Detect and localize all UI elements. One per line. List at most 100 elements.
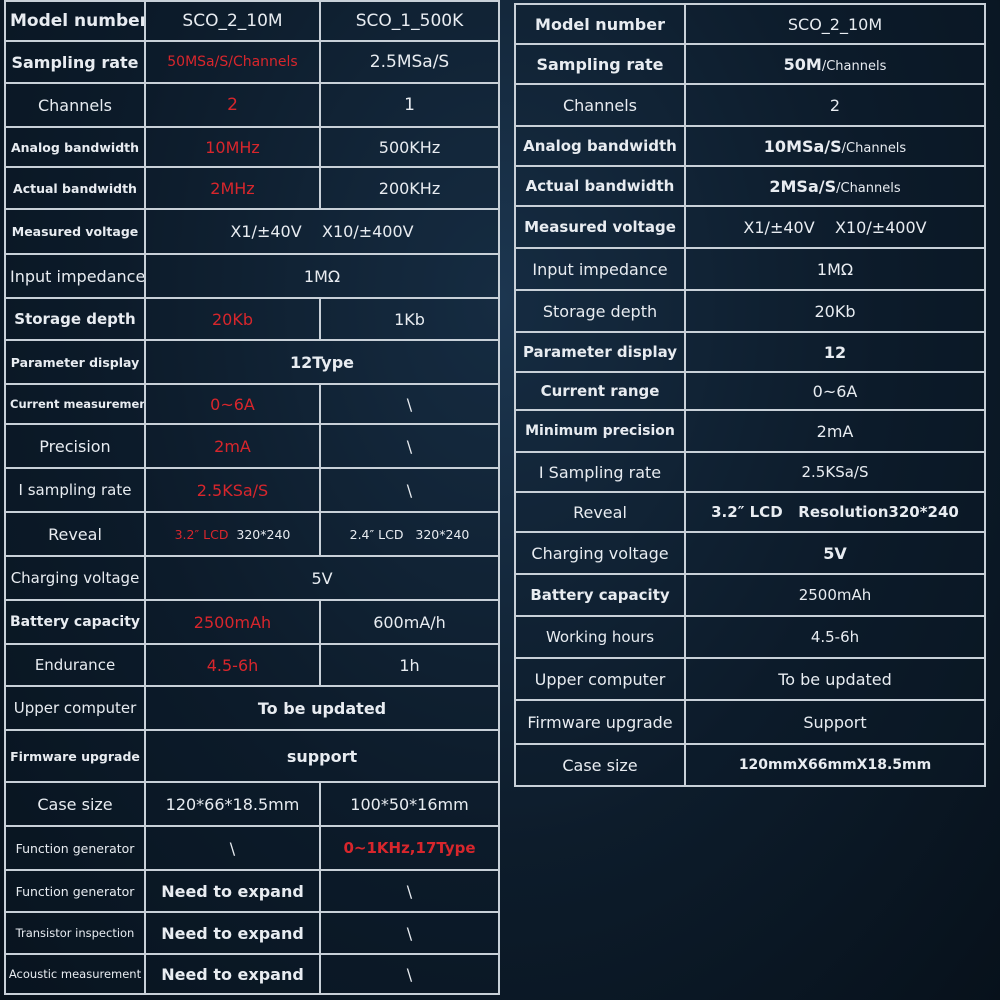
row-label: Upper computer	[514, 657, 686, 701]
row-label: Channels	[514, 83, 686, 127]
sco-2-10m-value: 4.5-6h	[144, 643, 321, 687]
table-row: Channels 2 1	[4, 82, 500, 128]
sco-1-500k-value: 100*50*16mm	[319, 781, 500, 827]
firmware-upgrade-value: support	[144, 729, 500, 783]
row-label: Firmware upgrade	[514, 699, 686, 745]
sco-1-500k-value: SCO_1_500K	[319, 0, 500, 42]
sco-1-500k-value: 2.5MSa/S	[319, 40, 500, 84]
value-unit: /Channels	[821, 58, 887, 74]
value-main: 2MSa/S	[769, 176, 837, 196]
table-row: Precision 2mA \	[4, 423, 500, 469]
row-label: Analog bandwidth	[4, 126, 146, 168]
row-label: Input impedance	[4, 253, 146, 299]
sco-1-500k-value: \	[319, 869, 500, 913]
row-label: Measured voltage	[4, 208, 146, 255]
table-row: I Sampling rate 2.5KSa/S	[514, 451, 986, 493]
table-row: Current measurement 0~6A \	[4, 383, 500, 425]
row-value: X1/±40V X10/±400V	[684, 205, 986, 249]
spec-table-left: Model number SCO_2_10M SCO_1_500K Sampli…	[4, 0, 500, 995]
table-row: Sampling rate 50MSa/S/Channels 2.5MSa/S	[4, 40, 500, 84]
sco-1-500k-value: \	[319, 467, 500, 513]
sco-2-10m-value: 0~6A	[144, 383, 321, 425]
sco-1-500k-value: 1Kb	[319, 297, 500, 341]
row-label: Minimum precision	[514, 409, 686, 453]
table-row: Input impedance 1MΩ	[4, 253, 500, 299]
sco-1-500k-value: 1h	[319, 643, 500, 687]
row-label: Storage depth	[4, 297, 146, 341]
row-label: Endurance	[4, 643, 146, 687]
row-value: 3.2″ LCD Resolution320*240	[684, 491, 986, 533]
row-value: 2	[684, 83, 986, 127]
upper-computer-value: To be updated	[144, 685, 500, 731]
value-main: 50M	[783, 54, 822, 74]
row-label: Sampling rate	[514, 43, 686, 85]
row-value: 2MSa/S/Channels	[684, 165, 986, 207]
row-label: Precision	[4, 423, 146, 469]
table-row: Function generator \ 0~1KHz,17Type	[4, 825, 500, 871]
sco-2-10m-value: 120*66*18.5mm	[144, 781, 321, 827]
row-label: Charging voltage	[4, 555, 146, 601]
row-label: I Sampling rate	[514, 451, 686, 493]
row-value: Support	[684, 699, 986, 745]
value-unit: /Channels	[836, 180, 901, 196]
table-row: Parameter display 12Type	[4, 339, 500, 385]
table-row: Parameter display 12	[514, 331, 986, 373]
table-row: Current range 0~6A	[514, 371, 986, 411]
table-row: Charging voltage 5V	[514, 531, 986, 575]
sco-1-500k-value: 2.4″ LCD 320*240	[319, 511, 500, 557]
sco-2-10m-value: \	[144, 825, 321, 871]
table-row: Input impedance 1MΩ	[514, 247, 986, 291]
sco-1-500k-value: \	[319, 423, 500, 469]
row-label: Analog bandwidth	[514, 125, 686, 167]
sco-2-10m-value: 10MHz	[144, 126, 321, 168]
sco-2-10m-value: SCO_2_10M	[144, 0, 321, 42]
table-row: Storage depth 20Kb	[514, 289, 986, 333]
display-resolution: 320*240	[236, 526, 291, 542]
row-value: 5V	[684, 531, 986, 575]
row-value: 2mA	[684, 409, 986, 453]
sco-2-10m-value: 2.5KSa/S	[144, 467, 321, 513]
row-label: Battery capacity	[514, 573, 686, 617]
sco-2-10m-value: 2mA	[144, 423, 321, 469]
row-label: Reveal	[4, 511, 146, 557]
table-row: Analog bandwidth 10MHz 500KHz	[4, 126, 500, 168]
table-row: Firmware upgrade support	[4, 729, 500, 783]
table-row: I sampling rate 2.5KSa/S \	[4, 467, 500, 513]
table-row: Charging voltage 5V	[4, 555, 500, 601]
sco-2-10m-value: 20Kb	[144, 297, 321, 341]
sco-2-10m-value: Need to expand	[144, 911, 321, 955]
table-row: Measured voltage X1/±40V X10/±400V	[514, 205, 986, 249]
row-label: Function generator	[4, 869, 146, 913]
row-label: Transistor inspection	[4, 911, 146, 955]
row-value: 50M/Channels	[684, 43, 986, 85]
table-row: Channels 2	[514, 83, 986, 127]
row-value: To be updated	[684, 657, 986, 701]
row-label: Model number	[514, 3, 686, 45]
row-value: 10MSa/S/Channels	[684, 125, 986, 167]
table-row: Battery capacity 2500mAh	[514, 573, 986, 617]
sco-1-500k-value: 0~1KHz,17Type	[319, 825, 500, 871]
row-value: 20Kb	[684, 289, 986, 333]
row-value: 0~6A	[684, 371, 986, 411]
table-row: Analog bandwidth 10MSa/S/Channels	[514, 125, 986, 167]
charging-voltage-value: 5V	[144, 555, 500, 601]
sco-1-500k-value: \	[319, 911, 500, 955]
row-label: Current range	[514, 371, 686, 411]
display-size: 3.2″ LCD	[174, 526, 229, 542]
row-value: 2.5KSa/S	[684, 451, 986, 493]
table-row: Storage depth 20Kb 1Kb	[4, 297, 500, 341]
table-row: Actual bandwidth 2MHz 200KHz	[4, 166, 500, 210]
table-row: Endurance 4.5-6h 1h	[4, 643, 500, 687]
sco-2-10m-value: 3.2″ LCD 320*240	[144, 511, 321, 557]
table-row: Sampling rate 50M/Channels	[514, 43, 986, 85]
table-row: Reveal 3.2″ LCD 320*240 2.4″ LCD 320*240	[4, 511, 500, 557]
table-row: Acoustic measurement Need to expand \	[4, 953, 500, 995]
sco-2-10m-value: Need to expand	[144, 953, 321, 995]
row-label: Input impedance	[514, 247, 686, 291]
table-row: Transistor inspection Need to expand \	[4, 911, 500, 955]
parameter-display-value: 12Type	[144, 339, 500, 385]
table-row: Minimum precision 2mA	[514, 409, 986, 453]
sco-1-500k-value: 200KHz	[319, 166, 500, 210]
row-label: Actual bandwidth	[514, 165, 686, 207]
row-value: 1MΩ	[684, 247, 986, 291]
